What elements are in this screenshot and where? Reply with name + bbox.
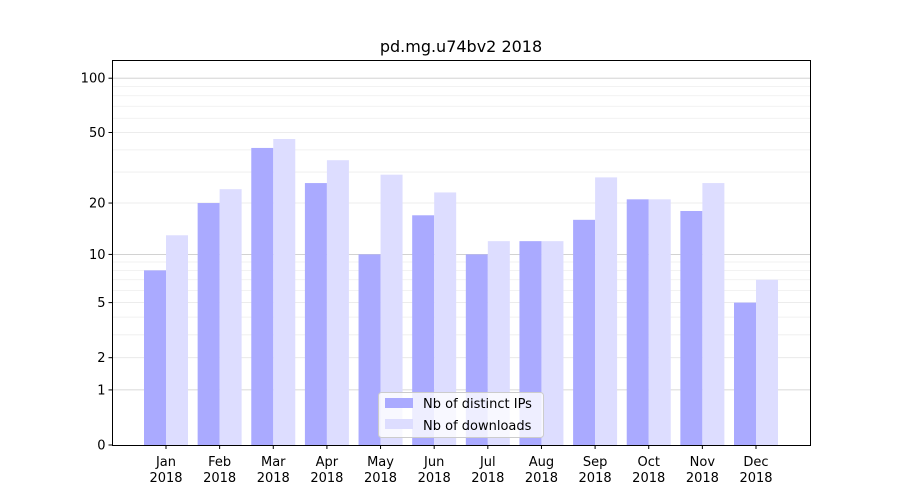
x-tick-label-year: 2018 — [525, 471, 558, 486]
bar-downloads-jun — [434, 192, 457, 445]
bar-ips-sep — [573, 219, 596, 445]
x-tick-label-month: May — [367, 455, 394, 470]
x-tick-label-year: 2018 — [471, 471, 504, 486]
bar-ips-apr — [304, 183, 327, 445]
x-tick-label-year: 2018 — [364, 471, 397, 486]
x-tick-label-month: Dec — [743, 455, 768, 470]
x-tick-label-month: Oct — [637, 455, 659, 470]
y-tick-label: 50 — [89, 126, 106, 141]
bar-downloads-mar — [273, 139, 296, 445]
y-tick-label: 0 — [97, 439, 105, 454]
x-tick-label-month: Jul — [479, 455, 496, 470]
bar-downloads-dec — [756, 279, 778, 445]
bar-downloads-oct — [648, 199, 671, 445]
y-tick-label: 1 — [97, 383, 105, 398]
y-tick-label: 10 — [89, 248, 106, 263]
bar-ips-mar — [251, 147, 274, 445]
legend: Nb of distinct IPs Nb of downloads — [378, 392, 544, 438]
legend-label-ips: Nb of distinct IPs — [423, 397, 532, 412]
x-tick-label-month: Apr — [316, 455, 339, 470]
x-tick-label-month: Jun — [423, 455, 444, 470]
x-tick-label-year: 2018 — [579, 471, 612, 486]
bar-downloads-may — [380, 174, 403, 445]
bar-ips-may — [358, 254, 381, 445]
x-tick-label-month: Feb — [208, 455, 231, 470]
plot-frame — [112, 60, 811, 446]
x-tick-label-month: Nov — [690, 455, 716, 470]
x-tick-label-year: 2018 — [310, 471, 343, 486]
x-tick-label-year: 2018 — [632, 471, 665, 486]
x-tick-label-month: Sep — [583, 455, 608, 470]
legend-label-downloads: Nb of downloads — [423, 419, 532, 434]
bar-ips-jun — [412, 215, 435, 445]
legend-swatch-downloads — [385, 419, 413, 429]
bar-downloads-sep — [595, 177, 618, 445]
x-tick-label-year: 2018 — [203, 471, 236, 486]
x-tick-label-month: Jan — [155, 455, 176, 470]
bar-ips-dec — [734, 302, 756, 445]
bar-ips-jan — [144, 270, 166, 445]
bar-ips-nov — [680, 210, 703, 445]
bar-downloads-jan — [166, 235, 188, 445]
chart-title: pd.mg.u74bv2 2018 — [380, 37, 542, 56]
y-tick-label: 2 — [97, 351, 105, 366]
x-tick-label-year: 2018 — [418, 471, 451, 486]
y-tick-label: 100 — [81, 72, 106, 87]
x-tick-label-month: Aug — [529, 455, 554, 470]
x-tick-label-year: 2018 — [257, 471, 290, 486]
bar-downloads-aug — [541, 241, 564, 445]
x-tick-label-month: Mar — [261, 455, 286, 470]
y-tick-label: 20 — [89, 197, 106, 212]
x-tick-label-year: 2018 — [686, 471, 719, 486]
bar-downloads-apr — [326, 160, 349, 445]
bar-downloads-feb — [219, 189, 242, 445]
legend-swatch-ips — [385, 398, 413, 408]
x-tick-label-year: 2018 — [739, 471, 772, 486]
bar-ips-oct — [626, 199, 649, 445]
bar-ips-feb — [197, 203, 220, 445]
y-axis: 0 1 2 5 10 20 50 100 — [81, 72, 113, 454]
legend-box — [378, 392, 544, 438]
x-axis: Jan2018Feb2018Mar2018Apr2018May2018Jun20… — [149, 445, 773, 486]
x-tick-label-year: 2018 — [149, 471, 182, 486]
y-tick-label: 5 — [97, 296, 105, 311]
bar-downloads-nov — [702, 183, 725, 445]
